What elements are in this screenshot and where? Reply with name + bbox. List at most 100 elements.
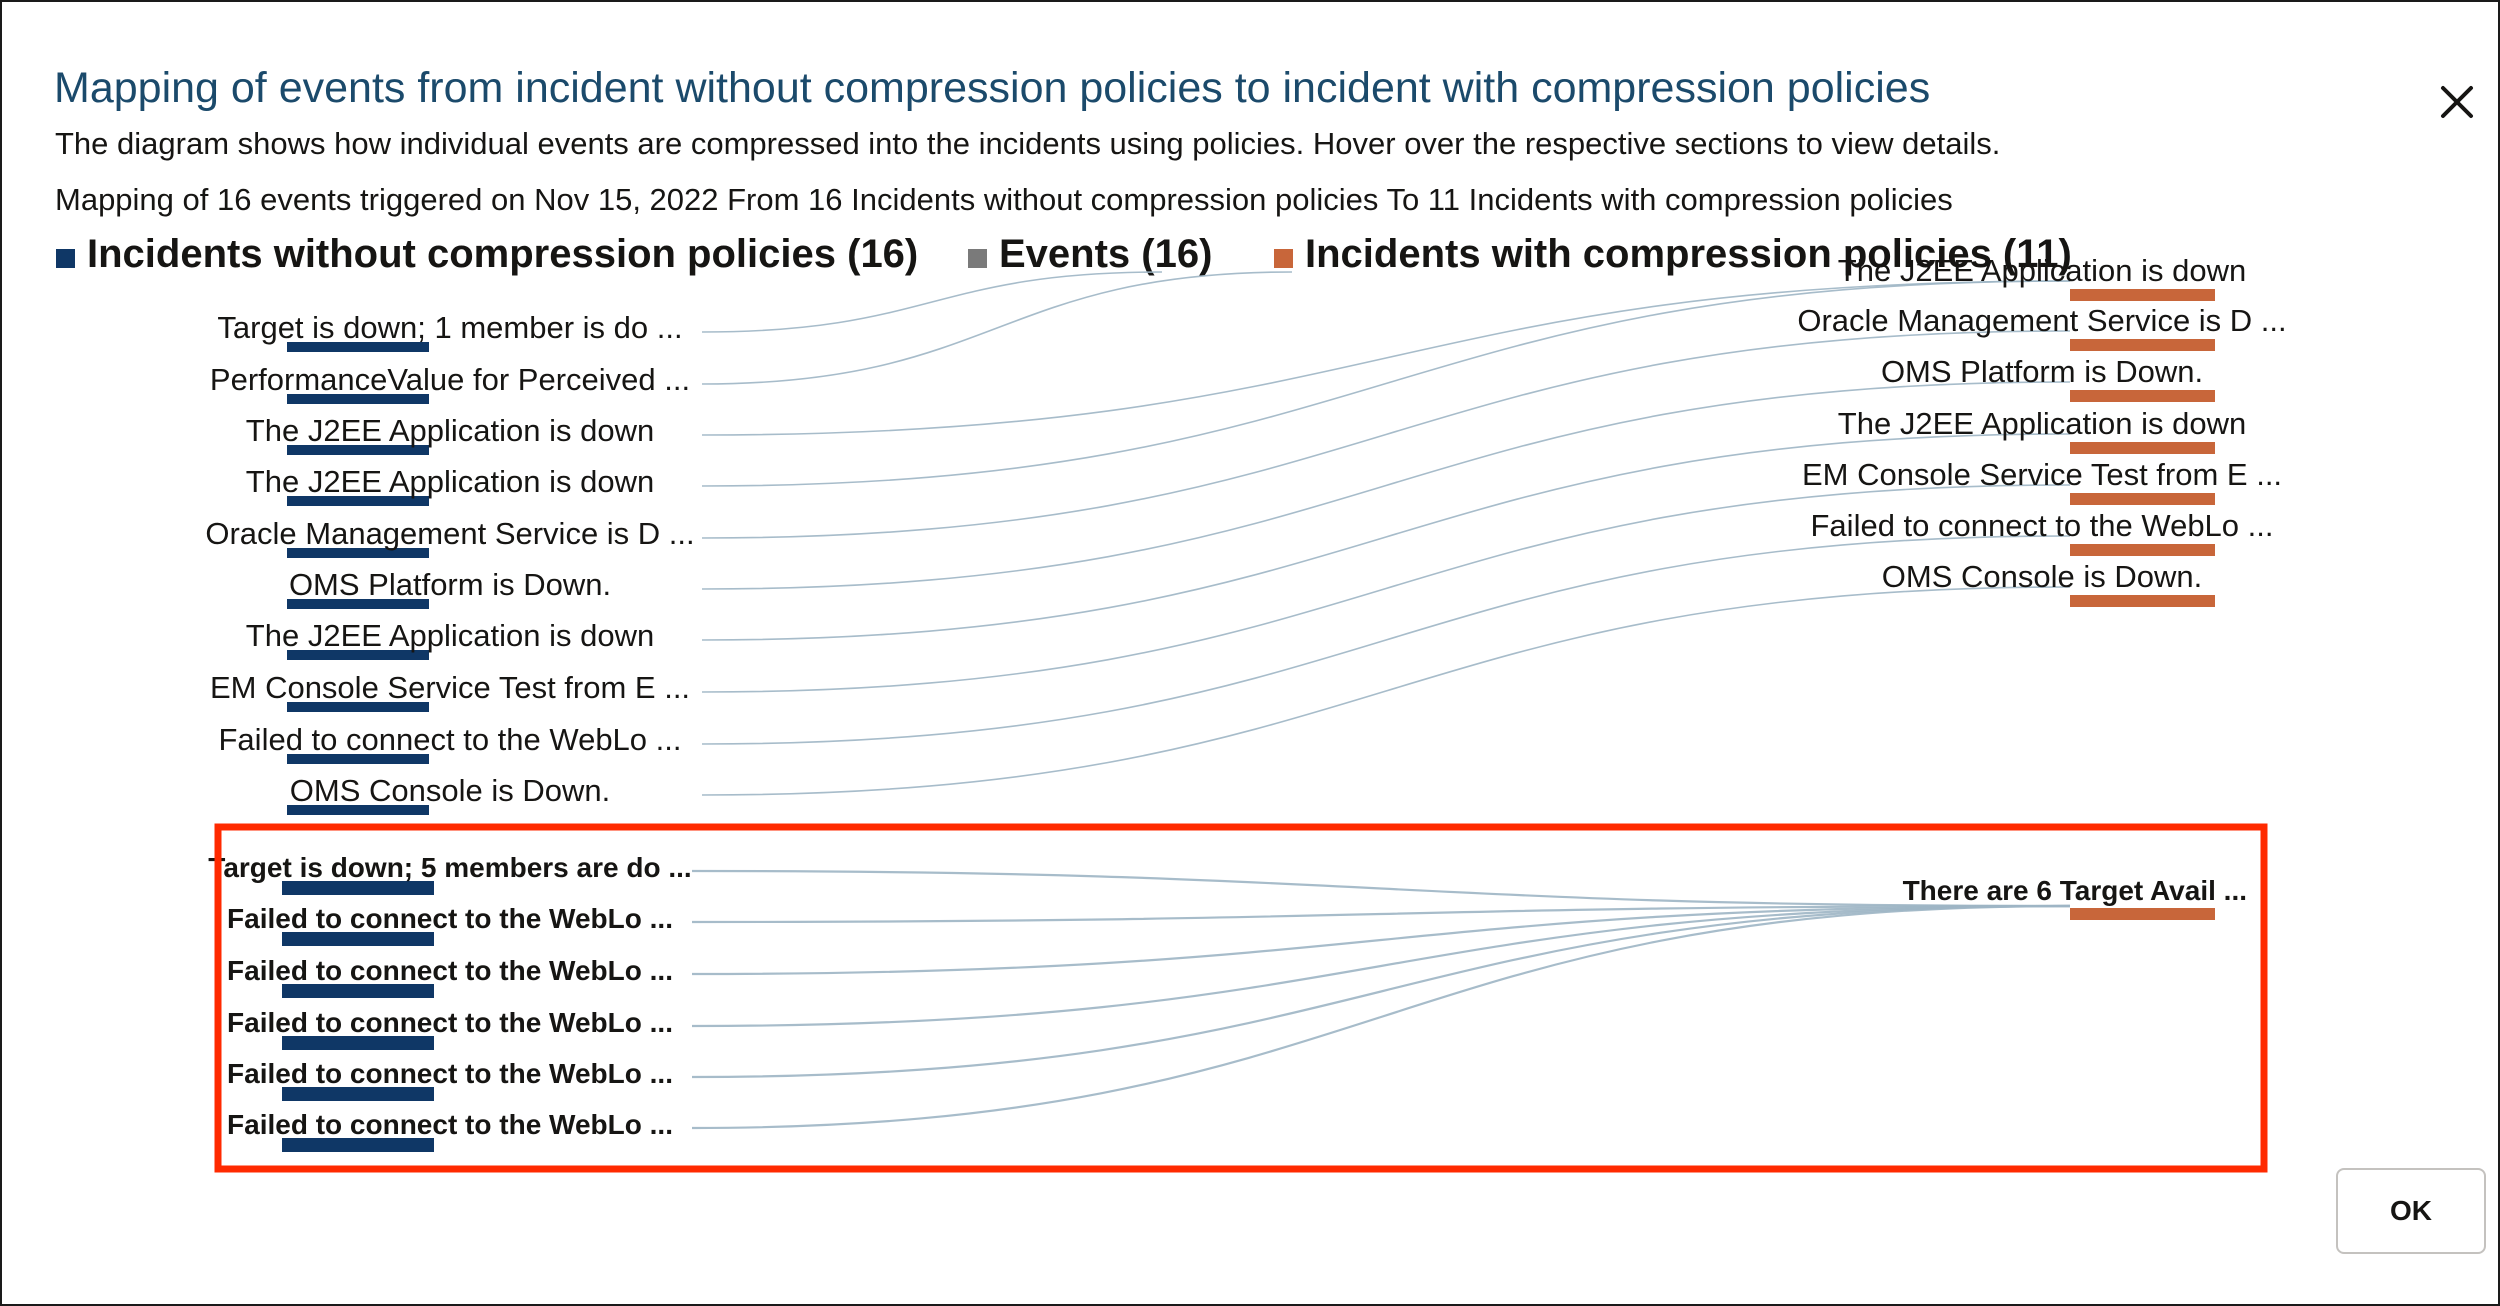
sankey-link[interactable] bbox=[701, 330, 2071, 539]
left-node-label: The J2EE Application is down bbox=[246, 618, 654, 653]
left-node-bar[interactable] bbox=[287, 496, 429, 506]
sankey-link[interactable] bbox=[701, 535, 2071, 745]
ok-button[interactable]: OK bbox=[2336, 1168, 2486, 1254]
left-node[interactable]: Target is down; 5 members are do ... bbox=[208, 852, 692, 895]
sankey-link[interactable] bbox=[701, 280, 2071, 436]
right-node-bar[interactable] bbox=[2070, 544, 2215, 556]
left-node-bar[interactable] bbox=[282, 881, 434, 895]
legend-item-incidents-without[interactable]: Incidents without compression policies (… bbox=[56, 232, 918, 277]
left-node-bar[interactable] bbox=[287, 754, 429, 764]
left-node[interactable]: Failed to connect to the WebLo ... bbox=[227, 1058, 673, 1101]
legend-label-without: Incidents without compression policies (… bbox=[87, 232, 919, 276]
left-node-bar[interactable] bbox=[287, 342, 429, 352]
left-node[interactable]: EM Console Service Test from E ... bbox=[210, 670, 690, 712]
sankey-link[interactable] bbox=[691, 904, 2071, 1028]
sankey-link[interactable] bbox=[701, 381, 2071, 590]
left-node-label: Failed to connect to the WebLo ... bbox=[227, 1007, 673, 1038]
right-node-label: OMS Console is Down. bbox=[1882, 559, 2202, 594]
sankey-link[interactable] bbox=[701, 280, 2071, 487]
left-node[interactable]: OMS Console is Down. bbox=[287, 773, 610, 815]
right-node[interactable]: Oracle Management Service is D ... bbox=[1797, 303, 2287, 351]
right-node[interactable]: OMS Console is Down. bbox=[1882, 559, 2215, 607]
legend-item-events[interactable]: Events (16) bbox=[968, 232, 1212, 277]
left-node-label: Target is down; 1 member is do ... bbox=[217, 310, 682, 345]
sankey-link[interactable] bbox=[701, 586, 2071, 796]
left-node[interactable]: Oracle Management Service is D ... bbox=[205, 516, 695, 558]
right-node[interactable]: The J2EE Application is down bbox=[1838, 406, 2246, 454]
legend-label-with: Incidents with compression policies (11) bbox=[1305, 232, 2072, 276]
right-node-bar[interactable] bbox=[2070, 442, 2215, 454]
mapping-summary: Mapping of 16 events triggered on Nov 15… bbox=[55, 182, 1953, 217]
left-node[interactable]: OMS Platform is Down. bbox=[287, 567, 611, 609]
right-node[interactable]: The J2EE Application is down bbox=[1838, 253, 2246, 301]
right-node[interactable]: There are 6 Target Avail ... bbox=[1903, 875, 2247, 920]
sankey-link[interactable] bbox=[691, 904, 2071, 924]
left-node[interactable]: Failed to connect to the WebLo ... bbox=[227, 903, 673, 946]
sankey-link[interactable] bbox=[701, 271, 1293, 385]
right-node-label: OMS Platform is Down. bbox=[1881, 354, 2203, 389]
left-node-bar[interactable] bbox=[282, 932, 434, 946]
left-node-label: OMS Console is Down. bbox=[290, 773, 610, 808]
right-node-label: Oracle Management Service is D ... bbox=[1797, 303, 2286, 338]
sankey-link[interactable] bbox=[701, 271, 1163, 333]
left-node-label: Failed to connect to the WebLo ... bbox=[219, 722, 682, 757]
right-node-bar[interactable] bbox=[2070, 493, 2215, 505]
left-node-label: The J2EE Application is down bbox=[246, 413, 654, 448]
right-node-label: The J2EE Application is down bbox=[1838, 406, 2246, 441]
left-node-bar[interactable] bbox=[287, 394, 429, 404]
left-node-bar[interactable] bbox=[282, 1036, 434, 1050]
close-button[interactable] bbox=[2435, 80, 2479, 124]
left-node[interactable]: The J2EE Application is down bbox=[246, 464, 654, 506]
left-node[interactable]: The J2EE Application is down bbox=[246, 618, 654, 660]
left-node-label: Failed to connect to the WebLo ... bbox=[227, 1058, 673, 1089]
left-node-bar[interactable] bbox=[287, 650, 429, 660]
left-node[interactable]: Target is down; 1 member is do ... bbox=[217, 310, 683, 352]
left-node-bar[interactable] bbox=[282, 1087, 434, 1101]
sankey-link[interactable] bbox=[701, 484, 2071, 693]
dialog-description: The diagram shows how individual events … bbox=[55, 126, 2001, 161]
sankey-link[interactable] bbox=[701, 433, 2071, 641]
left-node-label: Failed to connect to the WebLo ... bbox=[227, 903, 673, 934]
sankey-link[interactable] bbox=[691, 904, 2071, 1079]
right-node-label: Failed to connect to the WebLo ... bbox=[1811, 508, 2274, 543]
legend-label-events: Events (16) bbox=[999, 232, 1213, 276]
dialog-title: Mapping of events from incident without … bbox=[54, 64, 1931, 112]
left-node[interactable]: PerformanceValue for Perceived ... bbox=[210, 362, 690, 404]
sankey-link[interactable] bbox=[691, 904, 2071, 1130]
left-node-bar[interactable] bbox=[287, 805, 429, 815]
left-node-label: PerformanceValue for Perceived ... bbox=[210, 362, 690, 397]
left-node[interactable]: Failed to connect to the WebLo ... bbox=[227, 1007, 673, 1050]
left-node-bar[interactable] bbox=[287, 445, 429, 455]
left-node[interactable]: Failed to connect to the WebLo ... bbox=[227, 1109, 673, 1152]
left-node-bar[interactable] bbox=[282, 1138, 434, 1152]
sankey-link[interactable] bbox=[691, 869, 2071, 908]
left-node-label: Target is down; 5 members are do ... bbox=[208, 852, 691, 883]
right-node-bar[interactable] bbox=[2070, 289, 2215, 301]
left-node-bar[interactable] bbox=[287, 702, 429, 712]
legend-item-incidents-with[interactable]: Incidents with compression policies (11) bbox=[1274, 232, 2072, 277]
close-icon bbox=[2441, 86, 2473, 118]
right-node-bar[interactable] bbox=[2070, 339, 2215, 351]
right-node[interactable]: EM Console Service Test from E ... bbox=[1802, 457, 2282, 505]
right-node-label: There are 6 Target Avail ... bbox=[1903, 875, 2247, 906]
right-node-bar[interactable] bbox=[2070, 390, 2215, 402]
left-node-label: Failed to connect to the WebLo ... bbox=[227, 1109, 673, 1140]
sankey-link[interactable] bbox=[691, 904, 2071, 976]
left-node-bar[interactable] bbox=[287, 599, 429, 609]
right-node-bar[interactable] bbox=[2070, 595, 2215, 607]
left-node-bar[interactable] bbox=[282, 984, 434, 998]
left-node[interactable]: Failed to connect to the WebLo ... bbox=[219, 722, 682, 764]
highlight-box bbox=[214, 823, 2268, 1173]
right-node[interactable]: OMS Platform is Down. bbox=[1881, 354, 2215, 402]
left-node[interactable]: The J2EE Application is down bbox=[246, 413, 654, 455]
right-node[interactable]: Failed to connect to the WebLo ... bbox=[1811, 508, 2274, 556]
left-node-label: OMS Platform is Down. bbox=[289, 567, 611, 602]
right-node-bar[interactable] bbox=[2070, 908, 2215, 920]
legend-swatch-without bbox=[56, 249, 75, 268]
left-node-label: Oracle Management Service is D ... bbox=[205, 516, 694, 551]
left-node[interactable]: Failed to connect to the WebLo ... bbox=[227, 955, 673, 998]
sankey-links bbox=[691, 271, 2071, 1130]
left-node-bar[interactable] bbox=[287, 548, 429, 558]
